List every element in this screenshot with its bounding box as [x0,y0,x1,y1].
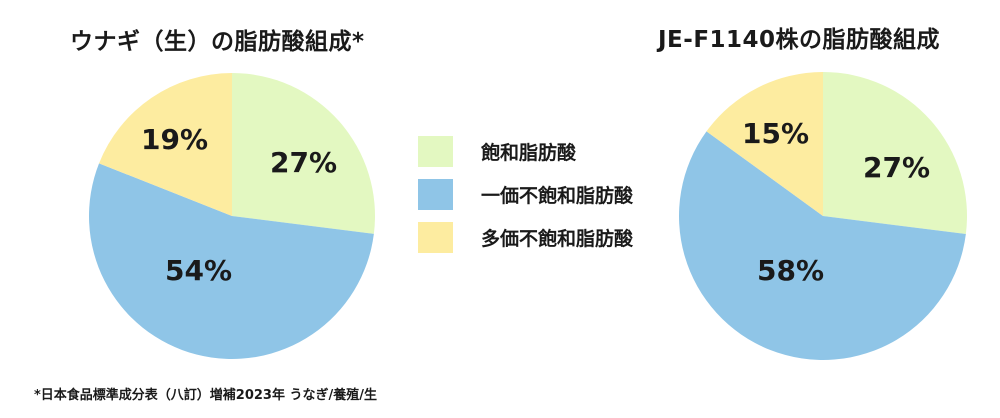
legend-swatch-saturated [418,136,453,167]
left-pie-slice-saturated [232,73,376,234]
right-pie-label-saturated: 27% [863,151,930,184]
right-pie-slice-polyunsaturated [706,72,823,216]
legend-label-monounsaturated: 一価不飽和脂肪酸 [481,185,634,207]
legend-label-saturated: 飽和脂肪酸 [481,142,577,164]
right-chart-title: JE-F1140株の脂肪酸組成 [658,27,941,53]
right-pie-label-polyunsaturated: 15% [742,117,809,150]
right-pie: 27% 58% 15% [678,72,967,361]
legend-swatch-monounsaturated [418,179,453,210]
right-pie-slice-monounsaturated [678,131,966,361]
left-pie-label-saturated: 27% [270,146,337,179]
legend-item-monounsaturated: 一価不飽和脂肪酸 [418,179,633,210]
left-pie: 27% 54% 19% [89,73,376,359]
left-chart-title: ウナギ（生）の脂肪酸組成* [70,29,365,55]
left-pie-label-polyunsaturated: 19% [141,123,208,156]
legend-label-polyunsaturated: 多価不飽和脂肪酸 [481,228,634,250]
legend: 飽和脂肪酸 一価不飽和脂肪酸 多価不飽和脂肪酸 [418,136,633,265]
left-pie-label-monounsaturated: 54% [165,254,232,287]
right-pie-slice-saturated [823,72,967,235]
left-pie-slice-monounsaturated [89,163,374,359]
left-pie-slice-polyunsaturated [99,73,232,216]
footnote: *日本食品標準成分表（八訂）増補2023年 うなぎ/養殖/生 [34,388,378,403]
right-pie-label-monounsaturated: 58% [757,254,824,287]
legend-item-saturated: 飽和脂肪酸 [418,136,633,167]
legend-swatch-polyunsaturated [418,222,453,253]
legend-item-polyunsaturated: 多価不飽和脂肪酸 [418,222,633,253]
